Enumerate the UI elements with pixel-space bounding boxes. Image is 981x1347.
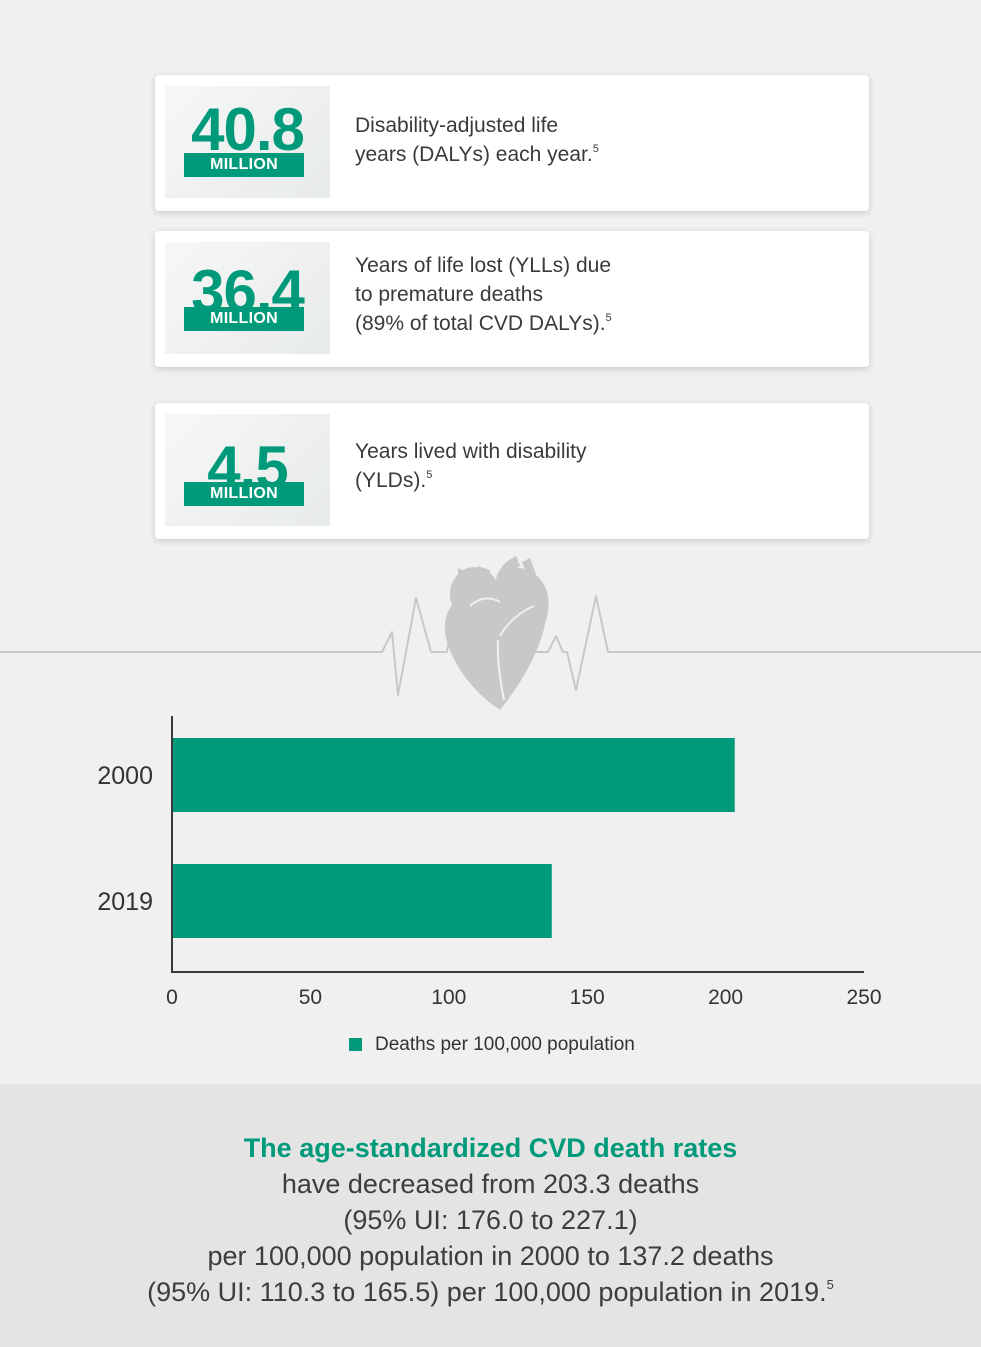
reference-superscript: 5 xyxy=(426,469,433,481)
stat-description: Years lived with disability (YLDs).5 xyxy=(355,437,675,495)
stat-description: Disability-adjusted life years (DALYs) e… xyxy=(355,111,675,169)
reference-superscript: 5 xyxy=(592,143,599,155)
chart-legend: Deaths per 100,000 population xyxy=(349,1034,635,1055)
heartbeat-divider xyxy=(0,556,981,710)
x-tick-label: 250 xyxy=(846,986,881,1009)
stat-description-line: (YLDs). xyxy=(355,469,427,492)
x-tick-label: 0 xyxy=(166,986,178,1009)
reference-superscript: 5 xyxy=(605,312,612,324)
stat-unit-badge: MILLION xyxy=(184,153,304,177)
summary-line: have decreased from 203.3 deaths xyxy=(281,1169,700,1199)
summary-text: The age-standardized CVD death rates hav… xyxy=(0,1130,981,1310)
stat-description-line: Disability-adjusted life xyxy=(355,114,559,137)
stat-description-line: to premature deaths xyxy=(355,283,543,306)
stat-description: Years of life lost (YLLs) due to prematu… xyxy=(355,251,675,338)
summary-line: (95% UI: 176.0 to 227.1) xyxy=(343,1205,638,1235)
summary-line-text: (95% UI: 110.3 to 165.5) per 100,000 pop… xyxy=(147,1277,827,1307)
stat-box: 4.5 MILLION xyxy=(165,414,330,526)
stat-value: 40.8 xyxy=(191,96,305,163)
x-tick-label: 100 xyxy=(431,986,466,1009)
legend-label: Deaths per 100,000 population xyxy=(375,1034,635,1055)
stat-description-line: (89% of total CVD DALYs). xyxy=(355,312,606,335)
bar-2019 xyxy=(172,864,552,938)
summary-headline: The age-standardized CVD death rates xyxy=(243,1133,738,1163)
summary-footer: The age-standardized CVD death rates hav… xyxy=(0,1084,981,1347)
reference-superscript: 5 xyxy=(826,1277,834,1292)
stat-description-line: years (DALYs) each year. xyxy=(355,143,593,166)
y-tick-label: 2000 xyxy=(97,762,153,790)
y-tick-label: 2019 xyxy=(97,888,153,916)
stat-card-dalys: 40.8 MILLION Disability-adjusted life ye… xyxy=(155,75,869,211)
stat-box: 40.8 MILLION xyxy=(165,86,330,198)
x-tick-label: 150 xyxy=(570,986,605,1009)
stat-unit-badge: MILLION xyxy=(184,482,304,506)
death-rate-bar-chart: 2000 2019 0 50 100 150 200 250 Deaths per 100,0… xyxy=(97,716,882,1055)
stat-unit-badge: MILLION xyxy=(184,307,304,331)
stat-card-ylls: 36.4 MILLION Years of life lost (YLLs) d… xyxy=(155,231,869,367)
x-tick-label: 200 xyxy=(708,986,743,1009)
stat-card-ylds: 4.5 MILLION Years lived with disability … xyxy=(155,403,869,539)
x-tick-label: 50 xyxy=(299,986,322,1009)
stat-box: 36.4 MILLION xyxy=(165,242,330,354)
summary-line: per 100,000 population in 2000 to 137.2 … xyxy=(207,1241,774,1271)
bar-2000 xyxy=(172,738,735,812)
summary-line: (95% UI: 110.3 to 165.5) per 100,000 pop… xyxy=(0,1274,981,1310)
legend-swatch xyxy=(349,1038,362,1051)
stat-description-line: Years lived with disability xyxy=(355,440,587,463)
heart-icon xyxy=(444,556,549,710)
stat-description-line: Years of life lost (YLLs) due xyxy=(355,254,612,277)
